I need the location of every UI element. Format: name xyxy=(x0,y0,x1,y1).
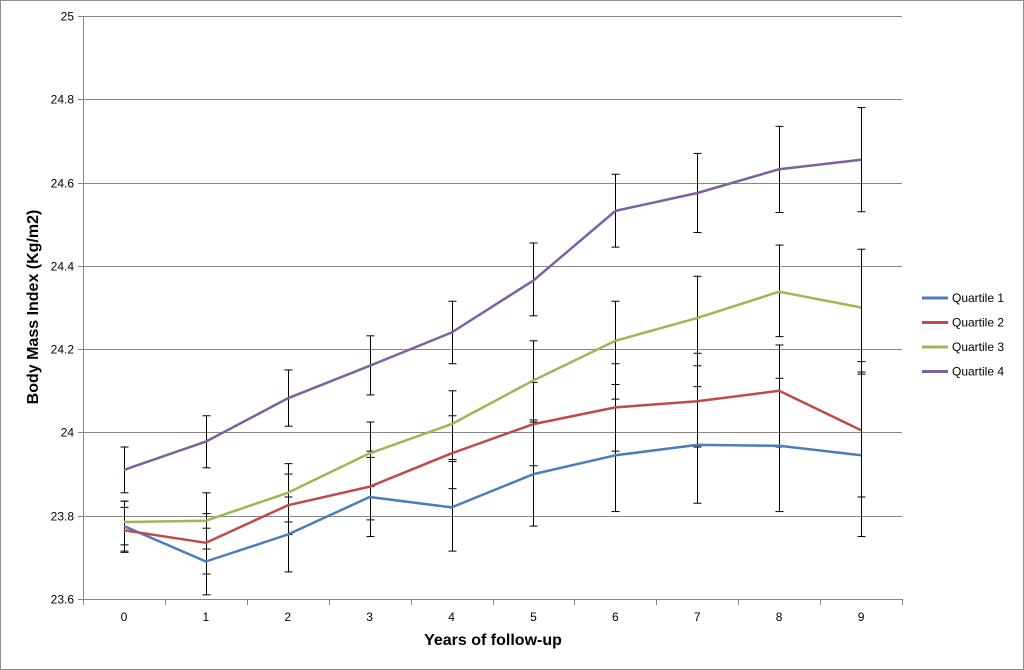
y-axis-title: Body Mass Index (Kg/m2) xyxy=(25,210,42,405)
x-tick-label: 5 xyxy=(530,610,537,624)
y-tick-label: 24.8 xyxy=(51,93,75,107)
series-line-quartile-4 xyxy=(123,158,862,472)
error-bar xyxy=(857,107,866,213)
legend-label: Quartile 3 xyxy=(952,340,1004,354)
y-tick-label: 24.2 xyxy=(51,343,75,357)
x-axis-ticks: 0 1 2 3 4 5 6 7 8 9 xyxy=(83,599,903,624)
series-lines xyxy=(123,158,862,563)
x-tick-label: 1 xyxy=(203,610,210,624)
legend-label: Quartile 1 xyxy=(952,291,1004,305)
x-tick-label: 3 xyxy=(366,610,373,624)
y-tick-label: 24 xyxy=(61,426,75,440)
x-tick-label: 6 xyxy=(612,610,619,624)
legend-item: Quartile 4 xyxy=(922,365,1004,379)
error-bar xyxy=(693,275,702,367)
y-tick-label: 25 xyxy=(61,10,75,24)
error-bar xyxy=(775,344,784,448)
legend-item: Quartile 2 xyxy=(922,316,1004,330)
error-bar xyxy=(611,300,620,386)
y-axis-ticks: 23.6 23.8 24 24.2 24.4 24.6 24.8 25 xyxy=(51,10,83,607)
y-tick-label: 24.6 xyxy=(51,177,75,191)
error-bar xyxy=(857,248,866,373)
legend-label: Quartile 4 xyxy=(952,365,1004,379)
error-bar xyxy=(448,390,457,460)
series-line-quartile-1 xyxy=(123,443,862,563)
legend-item: Quartile 3 xyxy=(922,340,1004,354)
x-tick-label: 9 xyxy=(858,610,865,624)
y-tick-label: 23.6 xyxy=(51,593,75,607)
x-axis-title: Years of follow-up xyxy=(424,632,562,649)
x-tick-label: 0 xyxy=(121,610,128,624)
legend-label: Quartile 2 xyxy=(952,316,1004,330)
series-line-quartile-2 xyxy=(123,389,862,545)
plot-area xyxy=(83,16,902,600)
legend: Quartile 1 Quartile 2 Quartile 3 Quartile 4 xyxy=(922,291,1004,379)
error-bars xyxy=(120,107,866,596)
y-tick-label: 23.8 xyxy=(51,510,75,524)
series-line-quartile-3 xyxy=(123,290,862,524)
y-tick-label: 24.4 xyxy=(51,260,75,274)
x-tick-label: 7 xyxy=(694,610,701,624)
x-tick-label: 2 xyxy=(284,610,291,624)
legend-item: Quartile 1 xyxy=(922,291,1004,305)
x-tick-label: 8 xyxy=(776,610,783,624)
x-tick-label: 4 xyxy=(448,610,455,624)
